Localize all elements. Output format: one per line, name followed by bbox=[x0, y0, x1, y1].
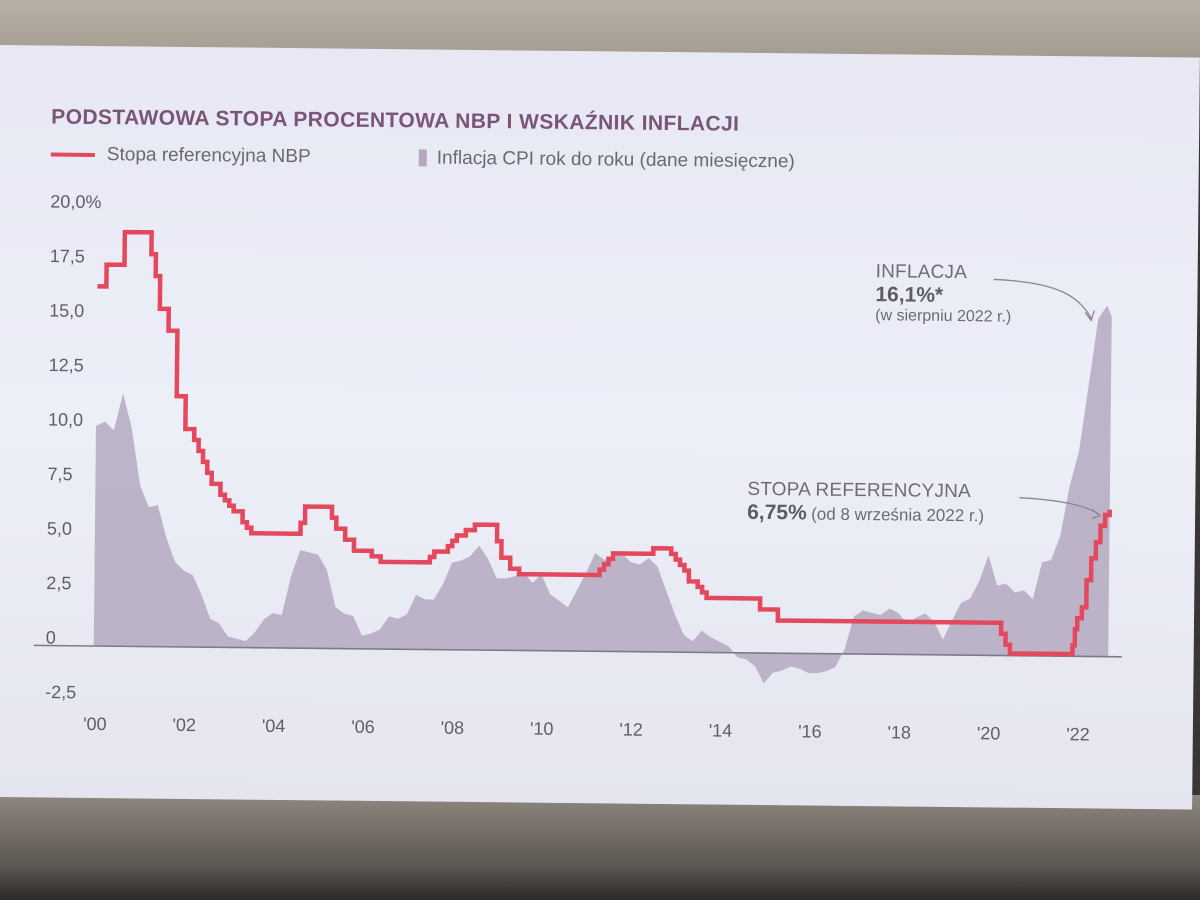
x-tick-label: '08 bbox=[441, 718, 465, 738]
y-tick-label: 2,5 bbox=[46, 573, 71, 593]
annotation-inflation-head: INFLACJA bbox=[875, 261, 968, 284]
y-tick-label: 12,5 bbox=[49, 355, 84, 375]
inflation-arrow bbox=[993, 278, 1092, 319]
y-tick-label: -2,5 bbox=[45, 682, 76, 702]
y-tick-label: 5,0 bbox=[47, 519, 72, 539]
rate-arrow-head bbox=[1091, 508, 1102, 520]
annotation-rate-note: (od 8 września 2022 r.) bbox=[811, 504, 985, 526]
y-tick-label: 20,0% bbox=[50, 192, 101, 213]
y-tick-label: 0 bbox=[46, 628, 56, 648]
room-wall-bottom bbox=[0, 795, 1200, 900]
x-tick-label: '20 bbox=[977, 723, 1001, 743]
x-tick-label: '10 bbox=[530, 719, 554, 739]
projection-screen: PODSTAWOWA STOPA PROCENTOWA NBP I WSKAŹN… bbox=[0, 45, 1200, 810]
annotation-rate-value: 6,75% bbox=[747, 500, 807, 525]
inflation-arrow-head bbox=[1084, 310, 1095, 322]
annotation-rate-head: STOPA REFERENCYJNA bbox=[747, 478, 972, 503]
x-tick-label: '02 bbox=[172, 715, 196, 735]
annotation-rate-line: 6,75% (od 8 września 2022 r.) bbox=[747, 501, 984, 527]
y-tick-label: 7,5 bbox=[47, 464, 72, 484]
x-tick-label: '06 bbox=[351, 717, 375, 737]
x-tick-label: '12 bbox=[619, 720, 643, 740]
x-tick-label: '16 bbox=[798, 721, 822, 741]
annotation-rate: STOPA REFERENCYJNA 6,75% (od 8 września … bbox=[747, 479, 984, 527]
x-tick-label: '04 bbox=[262, 716, 286, 736]
reference-rate-line bbox=[97, 229, 1112, 657]
y-tick-label: 10,0 bbox=[48, 410, 83, 430]
chart-plot: 20,0% 17,5 15,0 12,5 10,0 7,5 5,0 2,5 0 -2,5 '00 '0… bbox=[33, 192, 1122, 744]
x-tick-label: '22 bbox=[1066, 724, 1090, 744]
zero-baseline bbox=[33, 644, 1122, 658]
y-tick-label: 17,5 bbox=[50, 246, 85, 266]
x-tick-label: '14 bbox=[709, 720, 733, 740]
annotation-inflation-value: 16,1%* bbox=[875, 283, 944, 307]
x-tick-label: '18 bbox=[887, 722, 911, 742]
annotation-inflation: INFLACJA 16,1%* (w sierpniu 2022 r.) bbox=[875, 261, 1012, 326]
x-tick-label: '00 bbox=[83, 714, 107, 734]
y-tick-label: 15,0 bbox=[49, 301, 84, 321]
annotation-inflation-note: (w sierpniu 2022 r.) bbox=[875, 307, 1012, 326]
